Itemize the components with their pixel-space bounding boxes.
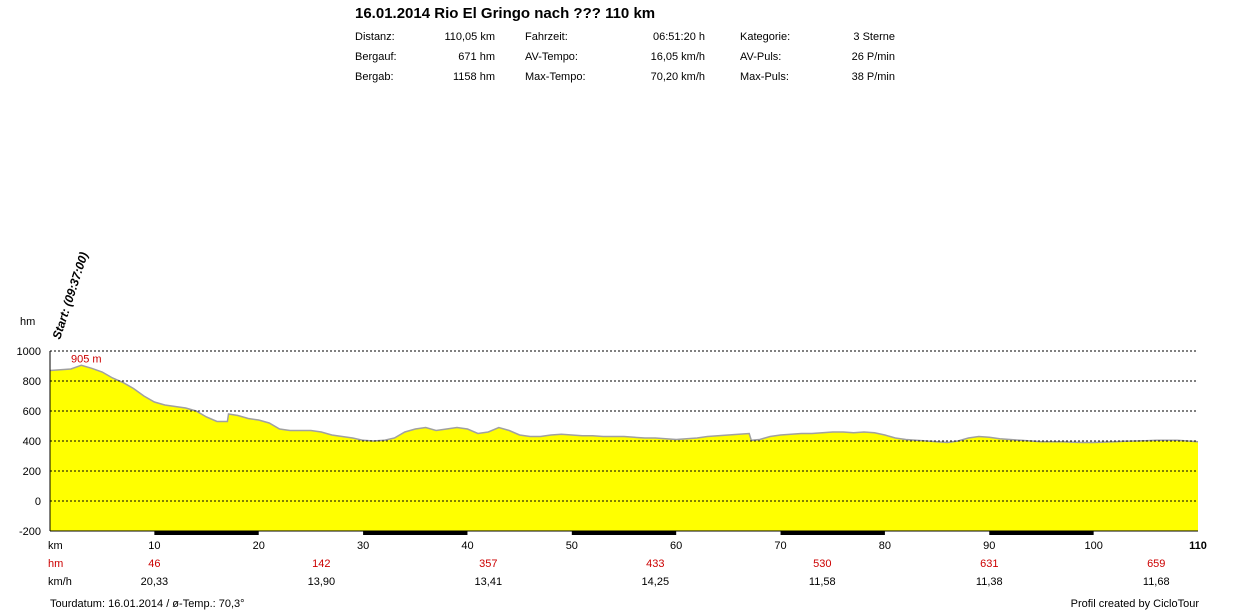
segment-hm-value: 142 [312,558,330,570]
x-tick-label: 110 [1189,540,1207,552]
stat-value: 70,20 km/h [650,71,705,83]
scale-bar-segment [363,531,468,535]
segment-hm-value: 530 [813,558,831,570]
scale-bar-segment [989,531,1094,535]
elevation-area [50,365,1198,531]
footer-credit: Profil created by CicloTour [1070,598,1199,610]
stat-label: Max-Tempo: [525,71,586,83]
segment-kmh-value: 14,25 [642,576,670,588]
stat-value: 110,05 km [444,31,495,43]
y-tick-label: 1000 [17,346,41,358]
stat-value: 26 P/min [851,51,895,63]
segment-kmh-value: 20,33 [141,576,169,588]
segment-kmh-value: 11,68 [1143,576,1170,588]
stat-value: 1158 hm [453,71,495,83]
y-tick-label: 800 [23,376,41,388]
x-tick-label: 30 [357,540,369,552]
x-tick-label: 50 [566,540,578,552]
stat-label: AV-Puls: [740,51,782,63]
footer-tour-info: Tourdatum: 16.01.2014 / ø-Temp.: 70,3° [50,598,245,610]
elevation-line [49,364,1199,444]
segment-hm-value: 433 [646,558,664,570]
segment-kmh-value: 13,90 [308,576,336,588]
y-tick-label: 400 [23,436,41,448]
x-tick-label: 100 [1084,540,1102,552]
segment-kmh-value: 11,38 [976,576,1003,588]
segment-kmh-value: 13,41 [475,576,503,588]
x-tick-label: 20 [253,540,265,552]
stat-label: Bergab: [355,71,394,83]
start-label: Start: (09:37:00) [50,250,91,341]
y-axis-label: hm [20,316,35,328]
x-tick-label: 10 [148,540,160,552]
y-tick-label: 0 [35,496,41,508]
stat-value: 38 P/min [851,71,895,83]
stat-label: Bergauf: [355,51,397,63]
segment-kmh-value: 11,58 [809,576,836,588]
stat-value: 06:51:20 h [653,31,705,43]
scale-bar-segment [154,531,259,535]
stat-value: 16,05 km/h [650,51,705,63]
scale-bar-segment [780,531,885,535]
segment-hm-value: 631 [980,558,998,570]
x-tick-label: 70 [774,540,786,552]
scale-bar-segment [571,531,677,535]
x-tick-label: 40 [461,540,473,552]
segment-hm-value: 659 [1147,558,1165,570]
x-tick-label: 90 [983,540,995,552]
km-row-label: km [48,540,63,552]
stat-value: 3 Sterne [853,31,895,43]
y-tick-label: 600 [23,406,41,418]
hm-row-label: hm [48,558,63,570]
y-tick-label: 200 [23,466,41,478]
page-title: 16.01.2014 Rio El Gringo nach ??? 110 km [355,5,656,22]
segment-hm-value: 357 [479,558,497,570]
stat-label: Fahrzeit: [525,31,568,43]
stat-label: AV-Tempo: [525,51,578,63]
x-tick-label: 80 [879,540,891,552]
stat-label: Distanz: [355,31,395,43]
stat-value: 671 hm [458,51,495,63]
x-tick-label: 60 [670,540,682,552]
kmh-row-label: km/h [48,576,72,588]
stat-label: Max-Puls: [740,71,789,83]
max-elevation-label: 905 m [71,353,102,365]
stat-label: Kategorie: [740,31,791,43]
y-tick-label: -200 [19,526,41,538]
segment-hm-value: 46 [148,558,160,570]
